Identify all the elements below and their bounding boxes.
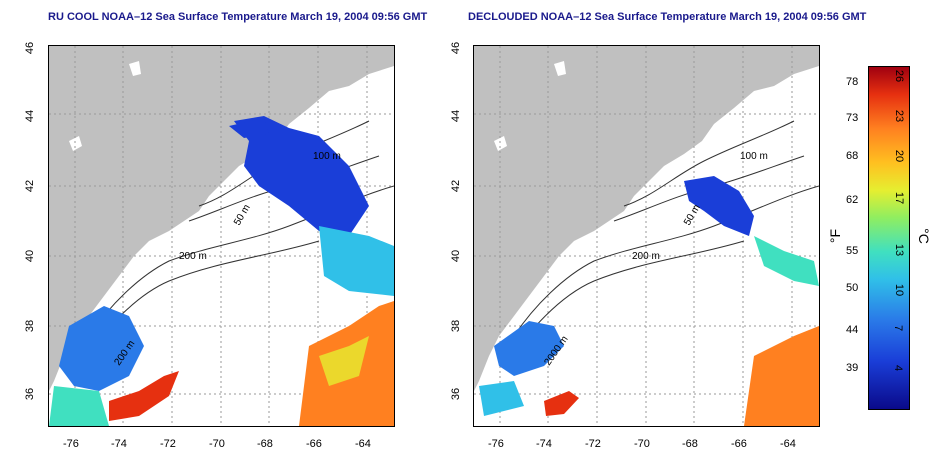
fahrenheit-tick: 50 — [846, 282, 859, 294]
y-tick-label: 38 — [450, 319, 463, 333]
x-tick-label: -64 — [355, 438, 371, 450]
sst-cold-southwest — [494, 321, 564, 376]
contour-100m — [623, 120, 795, 207]
contour-label: 200 m — [179, 251, 207, 262]
sst-cold-north — [229, 118, 269, 138]
contour-label: 200 m — [632, 251, 660, 262]
sst-yellow-southeast — [319, 336, 369, 386]
y-tick-label: 42 — [450, 179, 463, 193]
y-tick-label: 44 — [450, 109, 463, 123]
y-tick-label: 44 — [24, 109, 37, 123]
left-map-title: RU COOL NOAA–12 Sea Surface Temperature … — [48, 11, 428, 23]
sst-cyan-southwest — [479, 381, 524, 416]
celsius-tick: 10 — [893, 283, 906, 297]
sst-hot-stream — [544, 391, 579, 416]
celsius-tick: 20 — [893, 149, 906, 163]
x-tick-label: -70 — [634, 438, 650, 450]
y-tick-label: 36 — [450, 387, 463, 401]
fahrenheit-unit-label: °F — [827, 228, 844, 244]
y-tick-label: 46 — [450, 41, 463, 55]
fahrenheit-tick: 39 — [846, 362, 859, 374]
contour-200m — [513, 185, 819, 337]
left-sst-map: 100 m 50 m 200 m 200 m — [48, 45, 395, 427]
fahrenheit-tick: 73 — [846, 112, 859, 124]
right-sst-map: 100 m 50 m 200 m 2000 m — [473, 45, 820, 427]
temperature-colorbar — [868, 66, 910, 410]
x-tick-label: -74 — [536, 438, 552, 450]
y-tick-label: 38 — [24, 319, 37, 333]
celsius-tick: 4 — [892, 364, 905, 372]
right-map-graphic: 100 m 50 m 200 m 2000 m — [474, 46, 819, 426]
celsius-tick: 7 — [892, 324, 905, 332]
celsius-tick: 26 — [893, 69, 906, 83]
y-tick-label: 42 — [24, 179, 37, 193]
celsius-tick: 17 — [893, 191, 906, 205]
sst-cold-gulf-maine — [234, 116, 369, 236]
sst-warm-southeast — [744, 326, 819, 426]
y-tick-label: 40 — [450, 249, 463, 263]
x-tick-label: -66 — [306, 438, 322, 450]
x-tick-label: -70 — [209, 438, 225, 450]
fahrenheit-tick: 62 — [846, 194, 859, 206]
fahrenheit-tick: 55 — [846, 245, 859, 257]
land-mass — [474, 46, 819, 391]
x-tick-label: -68 — [257, 438, 273, 450]
x-tick-label: -72 — [585, 438, 601, 450]
fahrenheit-tick: 68 — [846, 150, 859, 162]
y-tick-label: 46 — [24, 41, 37, 55]
land-island — [129, 61, 141, 76]
celsius-unit-label: °C — [915, 228, 932, 244]
x-tick-label: -76 — [488, 438, 504, 450]
contour-label: 50 m — [232, 203, 253, 228]
x-tick-label: -72 — [160, 438, 176, 450]
left-map-graphic: 100 m 50 m 200 m 200 m — [49, 46, 394, 426]
x-tick-label: -64 — [780, 438, 796, 450]
sst-cold-southwest — [59, 306, 144, 391]
land-mass — [49, 46, 394, 391]
x-tick-label: -74 — [111, 438, 127, 450]
right-map-title: DECLOUDED NOAA–12 Sea Surface Temperatur… — [468, 11, 867, 23]
x-tick-label: -76 — [63, 438, 79, 450]
fahrenheit-tick: 44 — [846, 324, 859, 336]
celsius-tick: 23 — [893, 109, 906, 123]
land-island — [554, 61, 566, 76]
sst-hot-stream — [109, 371, 179, 421]
x-tick-label: -68 — [682, 438, 698, 450]
contour-label: 50 m — [682, 203, 703, 228]
celsius-tick: 13 — [893, 243, 906, 257]
y-tick-label: 36 — [24, 387, 37, 401]
contour-label: 100 m — [313, 151, 341, 162]
contour-label: 100 m — [740, 151, 768, 162]
land-island — [69, 136, 82, 151]
fahrenheit-tick: 78 — [846, 76, 859, 88]
land-island — [494, 136, 507, 151]
y-tick-label: 40 — [24, 249, 37, 263]
sst-cold-georges — [684, 176, 754, 236]
sst-cyan-southwest — [49, 386, 109, 426]
sst-cyan-shelf — [319, 226, 394, 296]
sst-cyan-shelf — [754, 236, 819, 286]
x-tick-label: -66 — [731, 438, 747, 450]
